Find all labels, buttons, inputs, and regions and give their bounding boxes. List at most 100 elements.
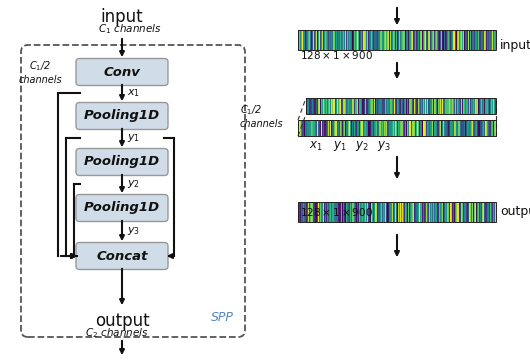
Bar — [396, 202, 398, 222]
Bar — [324, 120, 326, 136]
Bar — [382, 98, 383, 114]
Bar — [396, 30, 398, 50]
Bar — [409, 98, 410, 114]
Bar — [377, 202, 378, 222]
Bar — [371, 202, 373, 222]
Bar — [339, 98, 340, 114]
Bar — [299, 30, 301, 50]
Bar — [369, 202, 370, 222]
Bar — [398, 120, 400, 136]
Bar — [484, 202, 485, 222]
Bar — [427, 98, 429, 114]
Bar — [495, 98, 496, 114]
Bar — [465, 202, 466, 222]
Bar — [432, 202, 434, 222]
Bar — [352, 30, 354, 50]
Bar — [372, 30, 374, 50]
Bar — [389, 30, 391, 50]
Bar — [387, 30, 388, 50]
Bar — [430, 120, 431, 136]
Bar — [408, 202, 409, 222]
Bar — [321, 120, 322, 136]
Bar — [420, 202, 421, 222]
Bar — [344, 98, 346, 114]
Bar — [311, 30, 312, 50]
Bar — [457, 120, 459, 136]
Bar — [340, 30, 341, 50]
Bar — [412, 202, 413, 222]
Bar — [387, 98, 388, 114]
Bar — [472, 98, 473, 114]
Bar — [469, 120, 470, 136]
Bar — [446, 202, 448, 222]
Bar — [489, 120, 491, 136]
Bar — [404, 30, 405, 50]
Bar — [387, 202, 388, 222]
Bar — [364, 30, 365, 50]
Bar — [338, 202, 339, 222]
Bar — [310, 30, 311, 50]
Bar — [388, 202, 390, 222]
Bar — [437, 30, 438, 50]
Bar — [452, 120, 453, 136]
Bar — [364, 30, 366, 50]
Text: input: input — [101, 8, 143, 26]
Bar — [441, 202, 443, 222]
Bar — [326, 120, 328, 136]
Bar — [465, 30, 466, 50]
Bar — [417, 202, 418, 222]
Bar — [463, 30, 465, 50]
Bar — [475, 202, 476, 222]
Bar — [473, 120, 474, 136]
Bar — [495, 202, 496, 222]
Bar — [412, 98, 413, 114]
Bar — [354, 120, 356, 136]
Bar — [313, 98, 315, 114]
Bar — [484, 120, 485, 136]
Text: $y_2$: $y_2$ — [355, 139, 369, 153]
Bar — [437, 120, 438, 136]
Bar — [428, 98, 430, 114]
Bar — [474, 30, 475, 50]
Bar — [396, 120, 398, 136]
Bar — [303, 30, 304, 50]
Bar — [322, 30, 323, 50]
Bar — [458, 30, 460, 50]
Bar — [399, 30, 400, 50]
Bar — [377, 30, 378, 50]
Bar — [322, 120, 324, 136]
Bar — [354, 202, 355, 222]
Bar — [351, 98, 353, 114]
Bar — [364, 202, 366, 222]
Bar — [333, 120, 334, 136]
Bar — [329, 120, 330, 136]
Bar — [410, 120, 412, 136]
Bar — [407, 30, 408, 50]
Bar — [419, 202, 420, 222]
Bar — [379, 98, 380, 114]
Bar — [301, 120, 303, 136]
Bar — [455, 30, 457, 50]
Bar — [464, 98, 466, 114]
Bar — [399, 120, 401, 136]
Bar — [436, 202, 437, 222]
Bar — [298, 120, 496, 136]
Bar — [432, 120, 434, 136]
Bar — [399, 202, 400, 222]
Bar — [478, 202, 480, 222]
Bar — [487, 120, 489, 136]
Bar — [475, 98, 476, 114]
Bar — [398, 98, 399, 114]
Bar — [420, 120, 421, 136]
Bar — [470, 120, 471, 136]
Bar — [469, 30, 470, 50]
Bar — [450, 30, 452, 50]
Bar — [370, 30, 372, 50]
Bar — [315, 120, 317, 136]
Bar — [455, 202, 457, 222]
Bar — [481, 30, 482, 50]
FancyBboxPatch shape — [76, 149, 168, 175]
Bar — [356, 30, 357, 50]
Bar — [446, 30, 448, 50]
Bar — [478, 98, 480, 114]
